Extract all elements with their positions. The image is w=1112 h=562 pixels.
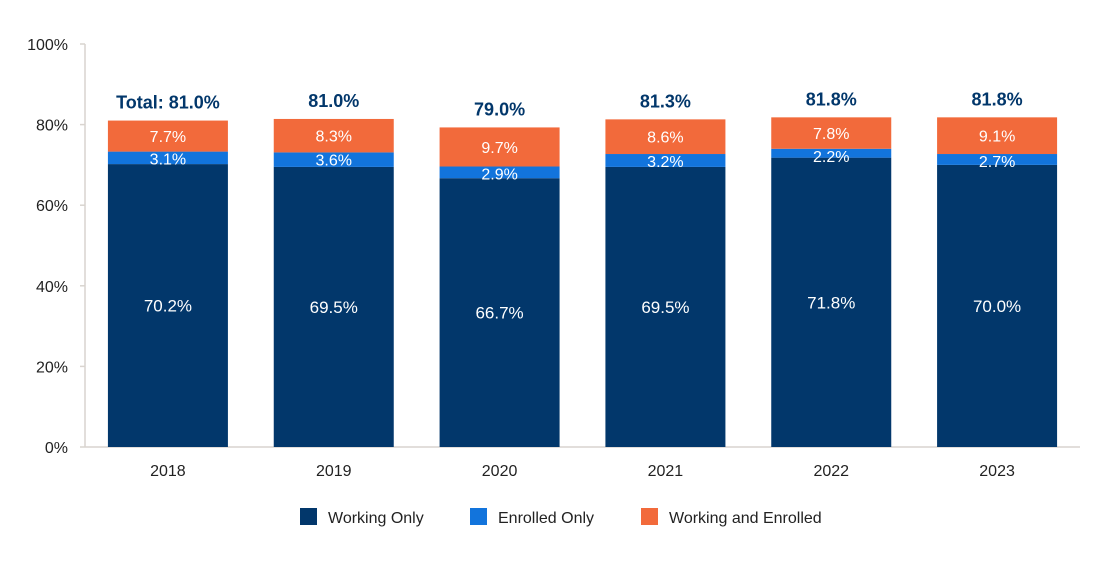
legend-label: Working Only (328, 510, 424, 527)
total-label: 81.8% (806, 89, 857, 109)
y-tick-label: 100% (27, 37, 68, 54)
y-tick-label: 0% (45, 440, 68, 457)
bar-segment-working-and-enrolled (107, 120, 228, 152)
bar-segment-working-and-enrolled (771, 117, 892, 149)
data-label: 2.2% (813, 149, 849, 166)
bar-segment-working-only (273, 166, 394, 448)
data-label: 7.8% (813, 126, 849, 143)
bar-segment-working-and-enrolled (605, 119, 726, 155)
data-label: 8.6% (647, 130, 683, 147)
data-label: 66.7% (475, 304, 523, 323)
total-label: 81.8% (972, 89, 1023, 109)
data-label: 7.7% (150, 129, 186, 146)
y-tick-label: 80% (36, 118, 68, 135)
x-tick-label: 2020 (482, 463, 518, 480)
bar-segment-enrolled-only (439, 166, 560, 179)
bar-segment-enrolled-only (273, 152, 394, 167)
data-label: 71.8% (807, 293, 855, 312)
bar-segment-enrolled-only (771, 148, 892, 158)
data-label: 3.1% (150, 152, 186, 169)
data-label: 69.5% (641, 298, 689, 317)
legend-label: Enrolled Only (498, 510, 594, 527)
bar-segment-enrolled-only (605, 154, 726, 167)
bar-segment-enrolled-only (107, 151, 228, 165)
x-tick-label: 2022 (813, 463, 849, 480)
data-label: 2.9% (481, 167, 517, 184)
total-label: 81.3% (640, 91, 691, 111)
x-tick-label: 2018 (150, 463, 186, 480)
bar-segment-working-only (937, 164, 1058, 447)
total-label: Total: 81.0% (116, 93, 220, 113)
y-tick-label: 40% (36, 279, 68, 296)
legend-swatch (641, 508, 658, 525)
bar-segment-working-and-enrolled (937, 117, 1058, 155)
bar-segment-working-only (605, 166, 726, 448)
y-tick-label: 60% (36, 198, 68, 215)
x-tick-label: 2021 (648, 463, 684, 480)
bar-segment-working-and-enrolled (273, 118, 394, 153)
data-label: 8.3% (316, 129, 352, 146)
data-label: 70.2% (144, 297, 192, 316)
bar-segment-working-only (771, 157, 892, 447)
total-label: 81.0% (308, 91, 359, 111)
x-tick-label: 2019 (316, 463, 352, 480)
bar-segment-working-only (439, 178, 560, 447)
data-label: 2.7% (979, 154, 1015, 171)
legend-swatch (300, 508, 317, 525)
y-tick-label: 20% (36, 359, 68, 376)
total-label: 79.0% (474, 99, 525, 119)
data-label: 3.2% (647, 154, 683, 171)
data-label: 70.0% (973, 297, 1021, 316)
data-label: 9.7% (481, 140, 517, 157)
x-tick-label: 2023 (979, 463, 1015, 480)
data-label: 3.6% (316, 152, 352, 169)
data-label: 9.1% (979, 129, 1015, 146)
bar-segment-working-only (107, 164, 228, 447)
bar-segment-enrolled-only (937, 154, 1058, 165)
legend-swatch (470, 508, 487, 525)
bar-segment-working-and-enrolled (439, 127, 560, 167)
legend-label: Working and Enrolled (669, 510, 822, 527)
data-label: 69.5% (310, 298, 358, 317)
